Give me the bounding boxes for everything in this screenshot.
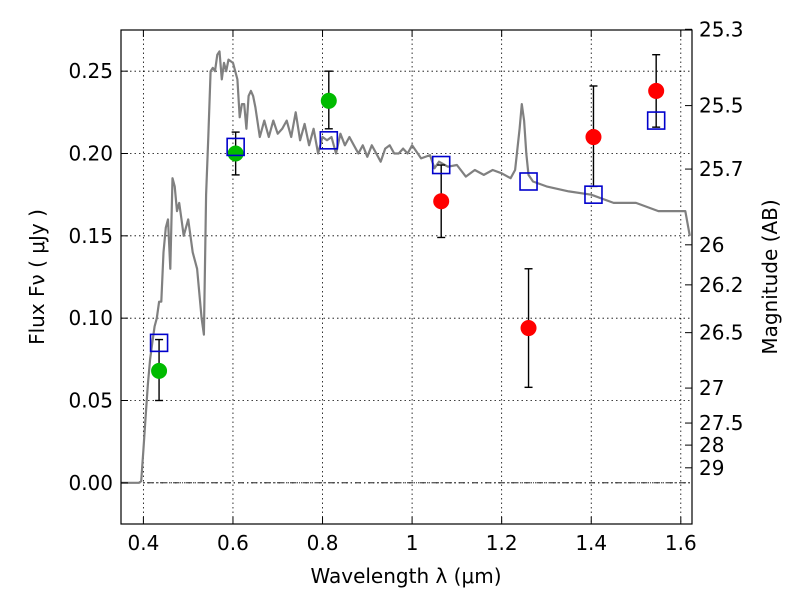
plot-background — [121, 30, 692, 524]
x-tick-label: 0.8 — [307, 531, 339, 555]
model-flux-point — [149, 333, 169, 353]
y2-tick-label: 26.5 — [699, 321, 744, 345]
x-tick-label: 1.4 — [575, 531, 607, 555]
y2-tick-label: 27 — [699, 376, 724, 400]
model-flux-point — [226, 137, 245, 157]
x-tick-label: 0.4 — [127, 531, 159, 555]
y-axis-title: Flux Fν ( μJy ) — [25, 209, 49, 345]
x-tick-label: 1.6 — [665, 531, 697, 555]
y2-tick-label: 28 — [699, 433, 724, 457]
y2-tick-label: 25.7 — [699, 157, 744, 181]
plot-frame — [120, 29, 693, 525]
y-tick-label: 0.20 — [68, 142, 113, 166]
tick-layer — [121, 28, 692, 524]
photometry-point — [585, 129, 602, 146]
photometry-point — [520, 320, 537, 337]
x-tick-label: 1.2 — [486, 531, 518, 555]
model-flux-point — [584, 185, 603, 204]
y2-tick-label: 26 — [699, 233, 724, 257]
photometry-point — [151, 362, 168, 379]
photometry-point — [320, 92, 337, 109]
y-tick-label: 0.10 — [68, 306, 113, 330]
x-axis-title: Wavelength λ (μm) — [310, 564, 501, 588]
x-tick-label: 1 — [406, 531, 419, 555]
x-tick-label: 0.6 — [217, 531, 249, 555]
y-tick-label: 0.25 — [68, 59, 113, 83]
y2-tick-label: 25.3 — [699, 17, 744, 41]
photometry-point — [433, 193, 450, 210]
model-flux-point — [319, 131, 339, 150]
y2-tick-label: 29 — [699, 456, 724, 480]
y2-tick-label: 27.5 — [699, 411, 744, 435]
model-flux-point — [431, 155, 451, 175]
photometry-point — [227, 145, 244, 162]
sed-model-line — [121, 50, 691, 484]
y-tick-label: 0.05 — [68, 389, 113, 413]
y2-axis-title: Magnitude (AB) — [758, 199, 782, 354]
photometry-point — [648, 82, 665, 99]
model-flux-point — [519, 172, 538, 191]
ticklabel-layer: 0.4 0.6 0.8 1 1.2 1.4 1.6 0.00 0.05 0.10 0.15 0.20 0… — [68, 17, 743, 555]
y-tick-label: 0.15 — [68, 224, 113, 248]
sed-layer — [121, 50, 691, 484]
y2-tick-label: 26.2 — [699, 273, 744, 297]
marker-layer — [149, 82, 666, 379]
y2-tick-label: 25.5 — [699, 94, 744, 118]
model-flux-point — [646, 111, 666, 130]
y-tick-label: 0.00 — [68, 471, 113, 495]
